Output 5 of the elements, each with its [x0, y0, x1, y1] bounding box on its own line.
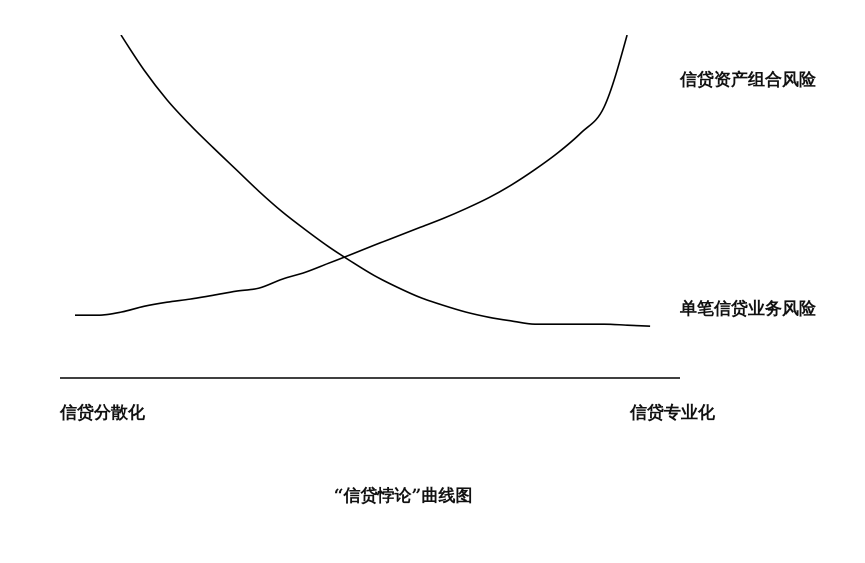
series-label: 单笔信贷业务风险 — [680, 298, 816, 320]
text: 信贷分散化 — [60, 402, 145, 424]
text: 信贷专业化 — [630, 402, 716, 424]
text: “信贷悖论”曲线图 — [332, 485, 474, 507]
text: 信贷资产组合风险 — [680, 69, 816, 91]
